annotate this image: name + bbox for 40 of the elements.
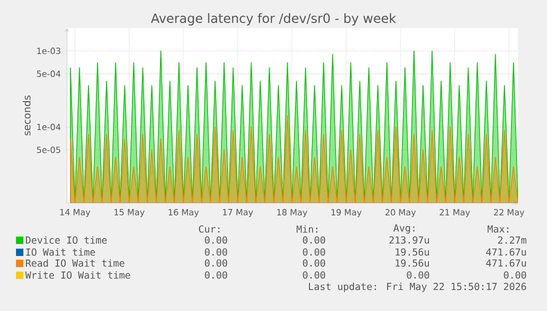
x-tick-label: 18 May — [277, 209, 308, 218]
y-axis-title: seconds — [22, 96, 31, 136]
x-tick-label: 15 May — [114, 209, 145, 218]
text: 0.00 — [302, 271, 326, 279]
text: 0.00 — [504, 271, 526, 279]
x-tick-label: 16 May — [168, 209, 199, 218]
chart-title: Average latency for /dev/sr0 - by week — [150, 13, 396, 26]
y-tick-label: 5e-04 — [37, 70, 60, 78]
text: 0.00 — [302, 259, 326, 267]
text: 471.67u — [486, 248, 526, 256]
legend-label: IO Wait time — [26, 248, 95, 256]
text: 2.27m — [498, 236, 526, 244]
text: Min: — [296, 225, 318, 233]
x-tick-label: 20 May — [385, 209, 416, 218]
x-tick-label: 19 May — [332, 209, 362, 218]
text: Max: — [488, 225, 508, 233]
y-tick-label: 1e-03 — [37, 48, 60, 54]
x-tick-label: 22 May — [494, 209, 524, 218]
y-tick-label: 5e-05 — [37, 146, 60, 154]
text: 19.56u — [396, 259, 429, 267]
text: 19.56u — [396, 248, 429, 256]
text: 0.00 — [204, 259, 228, 267]
text: 0.00 — [302, 248, 326, 256]
x-tick-label: 14 May — [60, 209, 90, 218]
legend-label: Read IO Wait time — [26, 259, 124, 267]
legend-label: Device IO time — [26, 236, 107, 244]
text: 0.00 — [302, 236, 326, 244]
text: Last update: Fri May 22 15:50:17 2026 — [308, 282, 526, 292]
text: 0.00 — [204, 236, 228, 244]
x-tick-label: 17 May — [223, 209, 254, 218]
text: Avg: — [393, 224, 414, 234]
text: 0.00 — [204, 248, 228, 256]
text: Cur: — [198, 225, 220, 233]
text: 213.97u — [389, 236, 429, 244]
legend-label: Write IO Wait time — [25, 271, 130, 279]
text: 0.00 — [204, 271, 228, 279]
text: 471.67u — [486, 259, 526, 267]
y-tick-label: 1e-04 — [37, 124, 60, 130]
text: 0.00 — [406, 271, 430, 279]
x-tick-label: 21 May — [440, 209, 470, 218]
